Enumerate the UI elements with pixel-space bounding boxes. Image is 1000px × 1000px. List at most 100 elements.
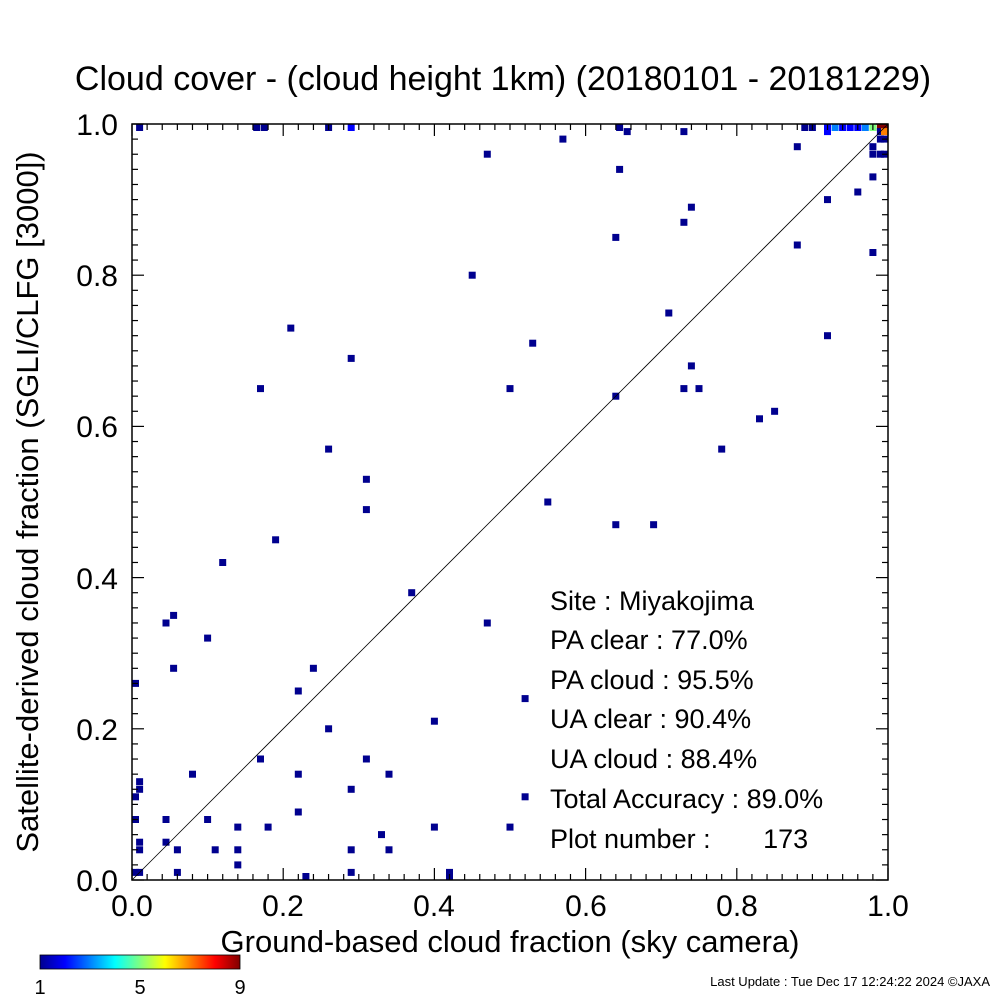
data-point — [136, 838, 144, 846]
data-point — [136, 124, 144, 131]
data-point — [257, 755, 264, 763]
data-point — [302, 873, 310, 880]
data-point — [869, 249, 877, 256]
last-update-text: Last Update : Tue Dec 17 12:24:22 2024 ©… — [710, 974, 990, 989]
data-point — [718, 445, 726, 453]
data-points — [132, 124, 888, 880]
stat-plot-number: Plot number : 173 — [550, 824, 808, 854]
colorbar-tick-label: 1 — [34, 977, 45, 999]
data-point — [616, 165, 624, 173]
data-point — [272, 536, 280, 544]
stat-total-accuracy: Total Accuracy : 89.0% — [550, 784, 823, 814]
stat-pa-cloud: PA cloud : 95.5% — [550, 665, 754, 695]
data-point — [325, 445, 333, 453]
data-point — [347, 868, 355, 876]
data-point — [204, 816, 212, 823]
data-point — [132, 868, 139, 876]
data-point — [204, 634, 212, 642]
data-point — [824, 332, 831, 340]
data-point — [294, 687, 302, 695]
data-point — [173, 846, 181, 854]
data-point — [162, 619, 170, 627]
data-point — [876, 150, 884, 158]
x-tick-label: 0.6 — [565, 890, 607, 923]
data-point — [869, 173, 877, 181]
y-tick-label: 0.6 — [76, 411, 118, 444]
data-point — [521, 793, 529, 801]
data-point — [793, 241, 801, 249]
data-point — [234, 861, 242, 869]
data-point — [347, 354, 355, 362]
data-point — [378, 831, 385, 839]
data-point — [544, 498, 552, 506]
stat-ua-cloud: UA cloud : 88.4% — [550, 744, 757, 774]
y-tick-label: 0.4 — [76, 563, 118, 596]
data-point — [362, 506, 370, 514]
data-point — [854, 188, 862, 196]
data-point — [623, 128, 631, 136]
axis-ticks — [131, 123, 889, 881]
data-point — [665, 309, 673, 317]
stat-pa-clear: PA clear : 77.0% — [550, 625, 748, 655]
data-point — [521, 695, 529, 703]
data-point — [287, 324, 295, 332]
data-point — [612, 521, 620, 529]
data-point — [347, 785, 355, 793]
data-point — [170, 611, 178, 619]
data-point — [559, 135, 567, 143]
diagonal-reference-line — [131, 123, 889, 881]
data-point — [869, 150, 877, 158]
data-point — [362, 475, 370, 483]
data-point — [253, 124, 261, 131]
data-point — [264, 823, 272, 831]
data-point — [680, 218, 688, 226]
data-point — [234, 823, 242, 831]
data-point — [506, 385, 514, 393]
y-tick-label: 0.0 — [76, 865, 118, 898]
data-point — [793, 143, 801, 151]
data-point — [483, 150, 491, 158]
y-tick-label: 1.0 — [76, 109, 118, 142]
data-point — [136, 778, 144, 786]
stat-ua-clear: UA clear : 90.4% — [550, 704, 751, 734]
data-point — [189, 770, 196, 778]
data-point — [695, 385, 703, 393]
data-point — [771, 407, 779, 415]
chart-title: Cloud cover - (cloud height 1km) (201801… — [75, 60, 931, 98]
data-point — [257, 385, 264, 393]
data-point — [132, 793, 139, 801]
data-point — [756, 415, 763, 423]
data-point — [430, 823, 438, 831]
y-tick-label: 0.2 — [76, 714, 118, 747]
data-point — [529, 339, 537, 347]
data-point — [824, 128, 831, 136]
data-point — [173, 868, 181, 876]
data-point — [801, 124, 809, 131]
data-point — [162, 816, 170, 823]
data-point — [680, 385, 688, 393]
x-tick-label: 0.4 — [413, 890, 455, 923]
data-point — [446, 868, 453, 876]
x-axis-label: Ground-based cloud fraction (sky camera) — [221, 924, 800, 959]
data-point — [876, 124, 884, 131]
stat-site: Site : Miyakojima — [550, 586, 755, 616]
data-point — [876, 135, 884, 143]
data-point — [430, 717, 438, 725]
data-point — [294, 808, 302, 816]
data-point — [234, 846, 242, 854]
data-point — [211, 846, 219, 854]
x-tick-label: 1.0 — [867, 890, 909, 923]
data-point — [136, 846, 144, 854]
data-point — [219, 559, 227, 566]
data-point — [408, 589, 416, 597]
data-point — [506, 823, 514, 831]
x-tick-label: 0.2 — [262, 890, 304, 923]
data-point — [687, 203, 695, 211]
data-point — [347, 846, 355, 854]
data-point — [612, 233, 620, 241]
data-point — [650, 521, 658, 529]
data-point — [294, 770, 302, 778]
data-point — [385, 846, 393, 854]
data-point — [680, 128, 688, 136]
colorbar-tick-label: 5 — [134, 977, 145, 999]
